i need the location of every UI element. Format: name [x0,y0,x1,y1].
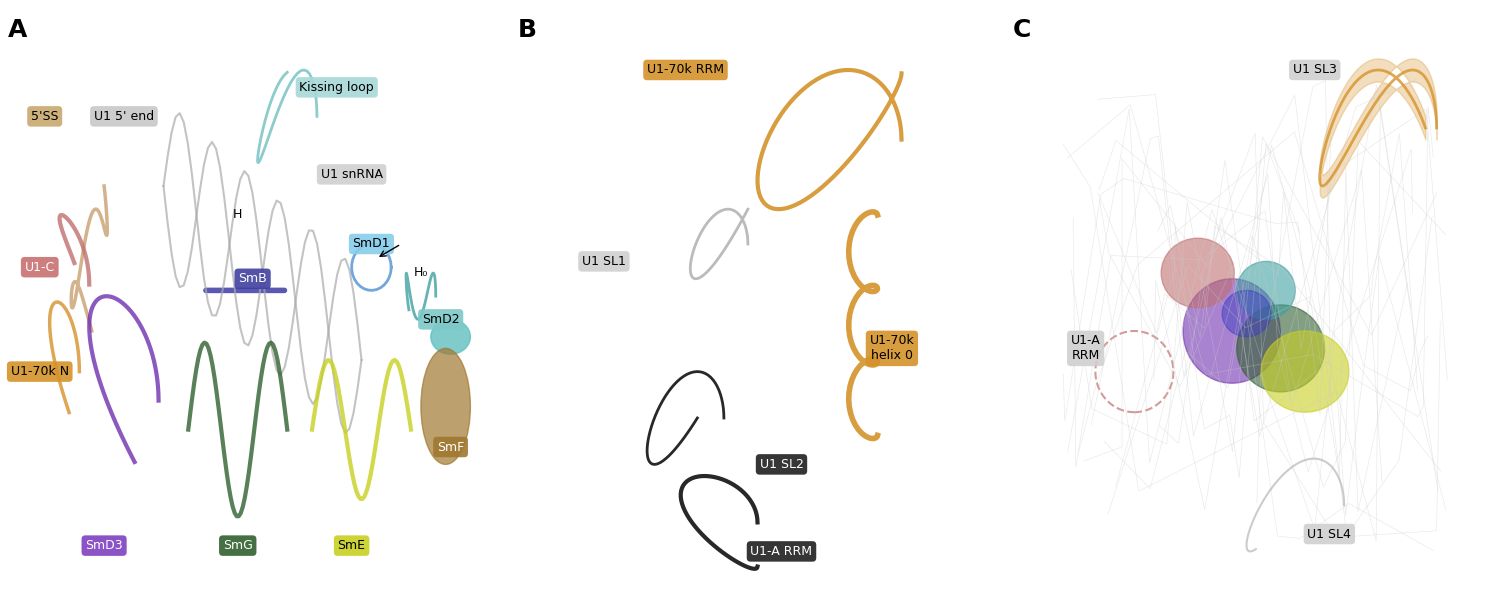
Text: U1-A
RRM: U1-A RRM [1071,334,1101,362]
Text: U1-C: U1-C [24,261,56,274]
Text: A: A [8,18,27,42]
Text: U1-70k RRM: U1-70k RRM [646,63,724,77]
Ellipse shape [1161,238,1234,308]
Text: U1-70k N: U1-70k N [10,365,69,378]
Text: SmD2: SmD2 [422,313,459,326]
Text: U1-A RRM: U1-A RRM [750,545,813,558]
Ellipse shape [1184,279,1281,383]
Text: Kissing loop: Kissing loop [300,81,374,94]
Text: SmF: SmF [436,441,463,453]
Text: U1 SL2: U1 SL2 [759,458,804,471]
Text: H: H [232,209,243,221]
Text: U1 SL1: U1 SL1 [582,255,626,268]
Text: U1 SL3: U1 SL3 [1293,63,1336,77]
Text: C: C [1013,18,1031,42]
Text: U1 SL4: U1 SL4 [1308,527,1352,541]
Ellipse shape [1236,305,1324,392]
Text: B: B [518,18,537,42]
Text: SmD1: SmD1 [352,237,390,251]
Text: H₀: H₀ [414,267,428,279]
Text: SmG: SmG [224,539,252,552]
Text: SmD3: SmD3 [86,539,123,552]
Text: U1 5' end: U1 5' end [94,110,154,123]
Ellipse shape [1262,331,1348,412]
Text: 5'SS: 5'SS [32,110,58,123]
Ellipse shape [1236,261,1294,319]
Text: U1 snRNA: U1 snRNA [321,168,382,181]
Ellipse shape [1222,291,1270,337]
Ellipse shape [422,349,471,465]
Text: SmE: SmE [338,539,366,552]
Ellipse shape [430,319,471,354]
Text: SmB: SmB [238,272,267,285]
Text: U1-70k
helix 0: U1-70k helix 0 [870,334,915,362]
